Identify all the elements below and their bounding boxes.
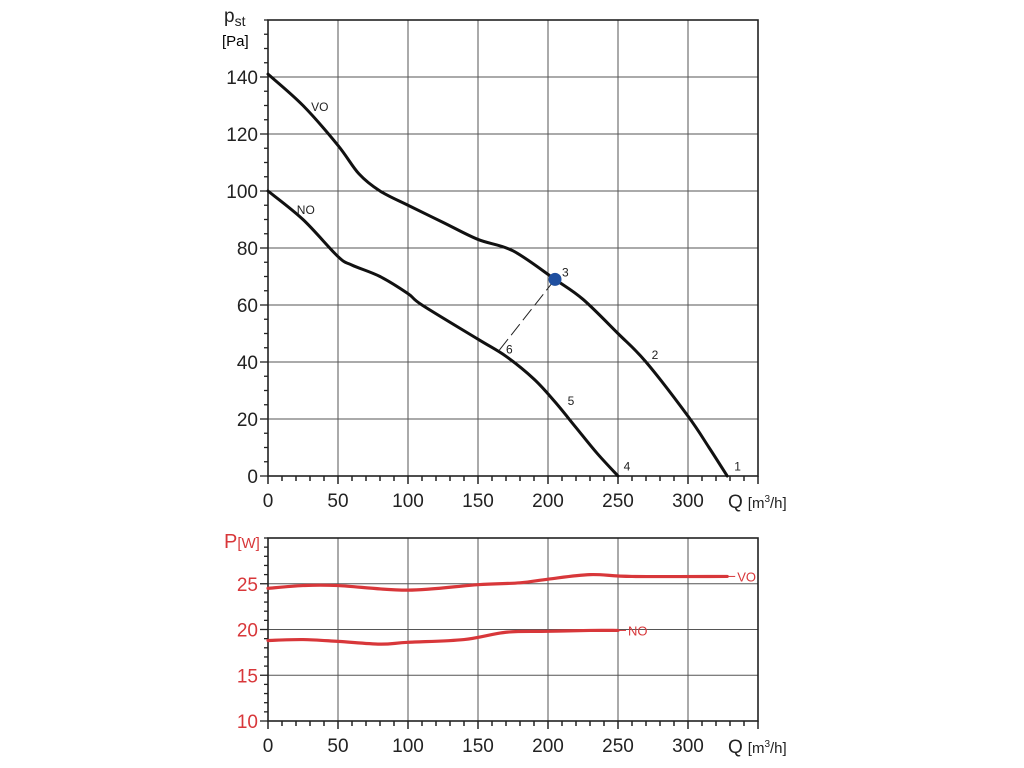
x-tick-label: 0 xyxy=(263,736,274,757)
y-tick-label: 15 xyxy=(237,666,258,687)
x-axis-label: Q [m3/h] xyxy=(728,737,787,758)
series-line-vo xyxy=(266,72,729,478)
point-label: 1 xyxy=(734,459,741,473)
y-tick-label: 80 xyxy=(237,239,258,260)
y-axis-label: pst xyxy=(224,6,246,29)
x-tick-label: 200 xyxy=(532,491,564,512)
y-tick-label: 25 xyxy=(237,575,258,596)
x-tick-label: 250 xyxy=(602,491,634,512)
x-tick-label: 150 xyxy=(462,491,494,512)
x-tick-label: 200 xyxy=(532,736,564,757)
panel-power xyxy=(260,537,759,729)
x-tick-label: 100 xyxy=(392,736,424,757)
panel-pressure xyxy=(260,19,759,484)
x-tick-label: 0 xyxy=(263,491,274,512)
series-label-vo: VO xyxy=(311,100,328,114)
point-label: 5 xyxy=(568,394,575,408)
x-axis-label: Q [m3/h] xyxy=(728,492,787,513)
series-line-vo xyxy=(266,572,729,592)
x-tick-label: 50 xyxy=(327,491,348,512)
x-tick-label: 150 xyxy=(462,736,494,757)
y-tick-label: 40 xyxy=(237,353,258,374)
y-tick-label: 60 xyxy=(237,296,258,317)
x-tick-label: 50 xyxy=(327,736,348,757)
x-tick-label: 100 xyxy=(392,491,424,512)
y-tick-label: 10 xyxy=(237,712,258,733)
y-tick-label: 20 xyxy=(237,410,258,431)
point-label: 3 xyxy=(562,266,569,280)
y-tick-label: 20 xyxy=(237,621,258,642)
x-tick-label: 300 xyxy=(672,736,704,757)
point-label: 6 xyxy=(506,342,513,356)
dashed-connector xyxy=(498,279,556,351)
series-label-vo: VO xyxy=(737,569,756,584)
y-tick-label: 100 xyxy=(226,182,258,203)
series-line-no xyxy=(266,189,620,478)
series-label-no: NO xyxy=(628,623,648,638)
x-tick-label: 250 xyxy=(602,736,634,757)
series-label-no: NO xyxy=(297,203,315,217)
x-tick-label: 300 xyxy=(672,491,704,512)
operating-point-marker xyxy=(548,272,562,286)
y-tick-label: 120 xyxy=(226,125,258,146)
y-tick-label: 140 xyxy=(226,68,258,89)
y-tick-label: 0 xyxy=(247,467,258,488)
point-label: 2 xyxy=(652,348,659,362)
y-axis-label: P[W] xyxy=(224,531,260,553)
point-label: 4 xyxy=(624,459,631,473)
y-axis-unit: [Pa] xyxy=(222,33,249,50)
series-line-no xyxy=(266,628,620,646)
